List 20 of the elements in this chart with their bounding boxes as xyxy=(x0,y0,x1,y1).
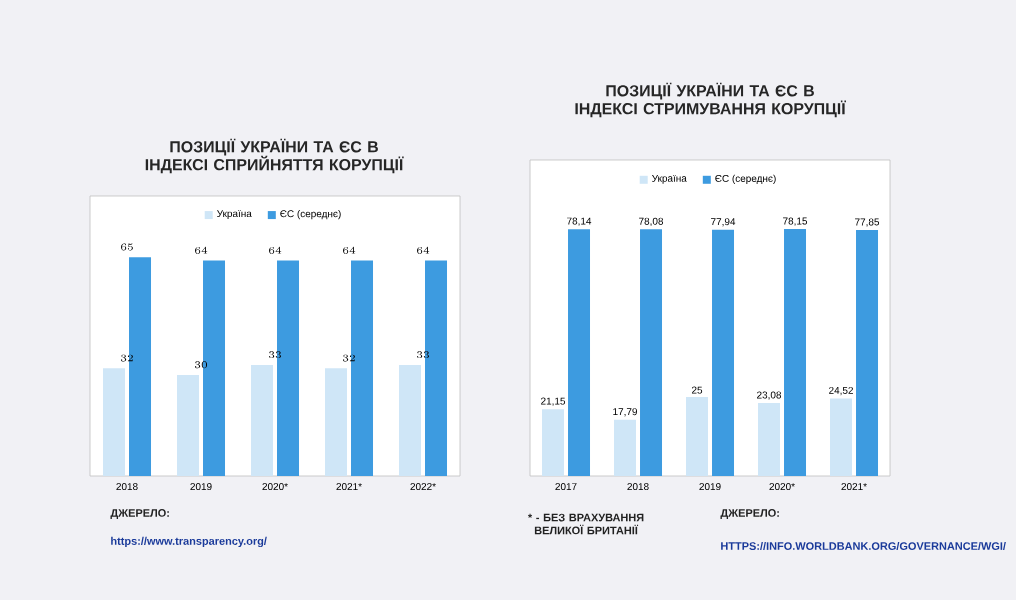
bar xyxy=(856,230,879,476)
bar xyxy=(758,403,781,476)
bar xyxy=(177,375,200,476)
bar xyxy=(425,260,448,476)
bar xyxy=(203,260,226,476)
bar xyxy=(686,397,709,476)
bar xyxy=(712,229,735,476)
bar xyxy=(640,229,663,476)
bar xyxy=(830,398,853,476)
bar xyxy=(325,368,348,476)
bar xyxy=(542,409,565,476)
bar xyxy=(568,229,591,476)
bar xyxy=(103,368,126,476)
bar xyxy=(129,257,152,476)
bar xyxy=(277,260,300,476)
bar xyxy=(784,229,807,476)
bar xyxy=(251,364,274,476)
bar xyxy=(614,419,637,476)
bar xyxy=(399,364,422,476)
bar xyxy=(351,260,374,476)
